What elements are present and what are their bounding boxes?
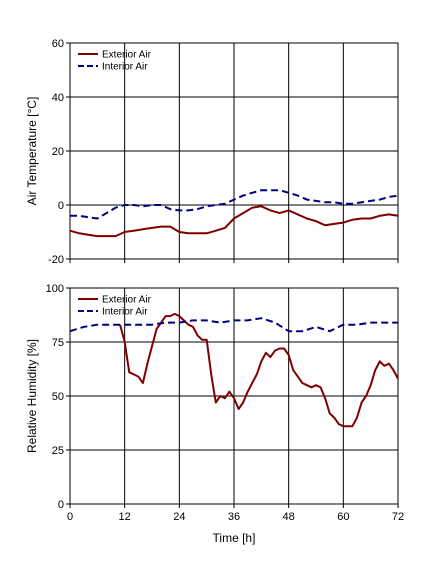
y-axis-label: Air Temperature [°C] bbox=[25, 97, 39, 206]
y-tick-label: 75 bbox=[52, 337, 64, 349]
legend-entry: Exterior Air bbox=[102, 50, 152, 61]
y-tick-label: 50 bbox=[52, 391, 64, 403]
x-tick-label: 72 bbox=[392, 511, 404, 523]
series-line-interior-air bbox=[70, 189, 399, 220]
y-tick-label: 60 bbox=[52, 38, 64, 50]
series-line-exterior-air bbox=[119, 312, 399, 428]
y-tick-label: 20 bbox=[52, 146, 64, 158]
x-axis-label: Time [h] bbox=[213, 531, 256, 545]
series-line-interior-air bbox=[69, 317, 398, 333]
x-tick-label: 0 bbox=[67, 511, 73, 523]
y-tick-label: 0 bbox=[58, 499, 64, 511]
x-tick-label: 12 bbox=[119, 511, 131, 523]
legend-entry: Interior Air bbox=[102, 307, 148, 318]
series-line-exterior-air bbox=[69, 205, 399, 238]
x-tick-label: 36 bbox=[228, 511, 240, 523]
y-tick-label: -20 bbox=[48, 254, 64, 266]
legend-entry: Interior Air bbox=[102, 62, 148, 73]
legend-entry: Exterior Air bbox=[102, 295, 152, 306]
x-tick-label: 24 bbox=[173, 511, 185, 523]
y-tick-label: 100 bbox=[46, 283, 64, 295]
x-tick-label: 48 bbox=[283, 511, 295, 523]
y-axis-label: Relative Humidity [%] bbox=[25, 339, 39, 453]
x-tick-label: 60 bbox=[337, 511, 349, 523]
y-tick-label: 0 bbox=[58, 200, 64, 212]
y-tick-label: 25 bbox=[52, 445, 64, 457]
y-tick-label: 40 bbox=[52, 92, 64, 104]
